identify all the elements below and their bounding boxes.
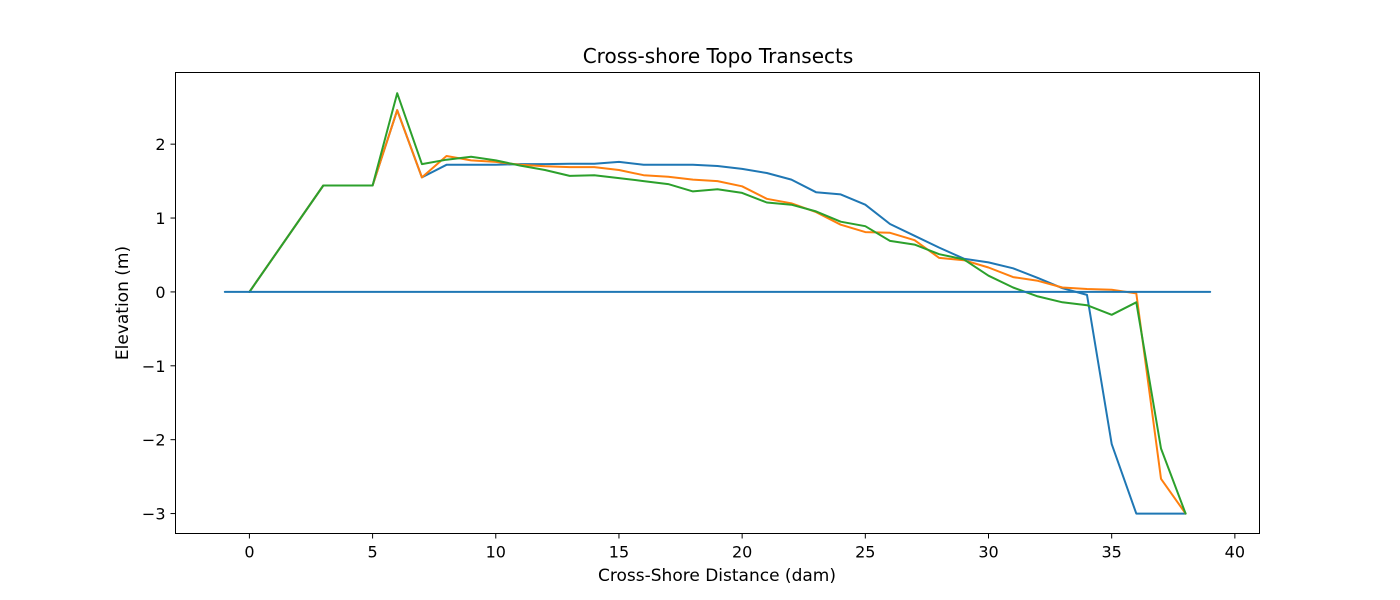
- x-tick-label: 25: [855, 543, 875, 562]
- x-tick-label: 35: [1102, 543, 1122, 562]
- y-tick-label: 2: [155, 135, 165, 154]
- y-tick-label: 0: [155, 283, 165, 302]
- series-line-3: [248, 92, 1187, 515]
- x-tick-label: 40: [1225, 543, 1245, 562]
- y-tick-label: −1: [142, 357, 166, 376]
- x-tick-label: 5: [367, 543, 377, 562]
- x-axis-label: Cross-Shore Distance (dam): [598, 566, 836, 586]
- series-line-2: [248, 109, 1187, 515]
- y-tick-label: −2: [142, 431, 166, 450]
- x-tick-label: 30: [978, 543, 998, 562]
- x-tick-label: 20: [732, 543, 752, 562]
- x-tick-label: 15: [609, 543, 629, 562]
- plot-area: [223, 92, 1212, 515]
- plot-frame: [175, 72, 1260, 534]
- x-axis: 0 5 10 15 20 25 30 35 40: [244, 533, 1245, 562]
- x-tick-label: 10: [486, 543, 506, 562]
- chart-title: Cross-shore Topo Transects: [583, 44, 854, 68]
- y-tick-label: 1: [155, 209, 165, 228]
- y-axis-label: Elevation (m): [113, 246, 133, 360]
- y-tick-label: −3: [142, 505, 166, 524]
- series-line-1: [248, 109, 1187, 515]
- x-tick-label: 0: [244, 543, 254, 562]
- y-axis: −3 −2 −1 0 1 2: [142, 135, 176, 524]
